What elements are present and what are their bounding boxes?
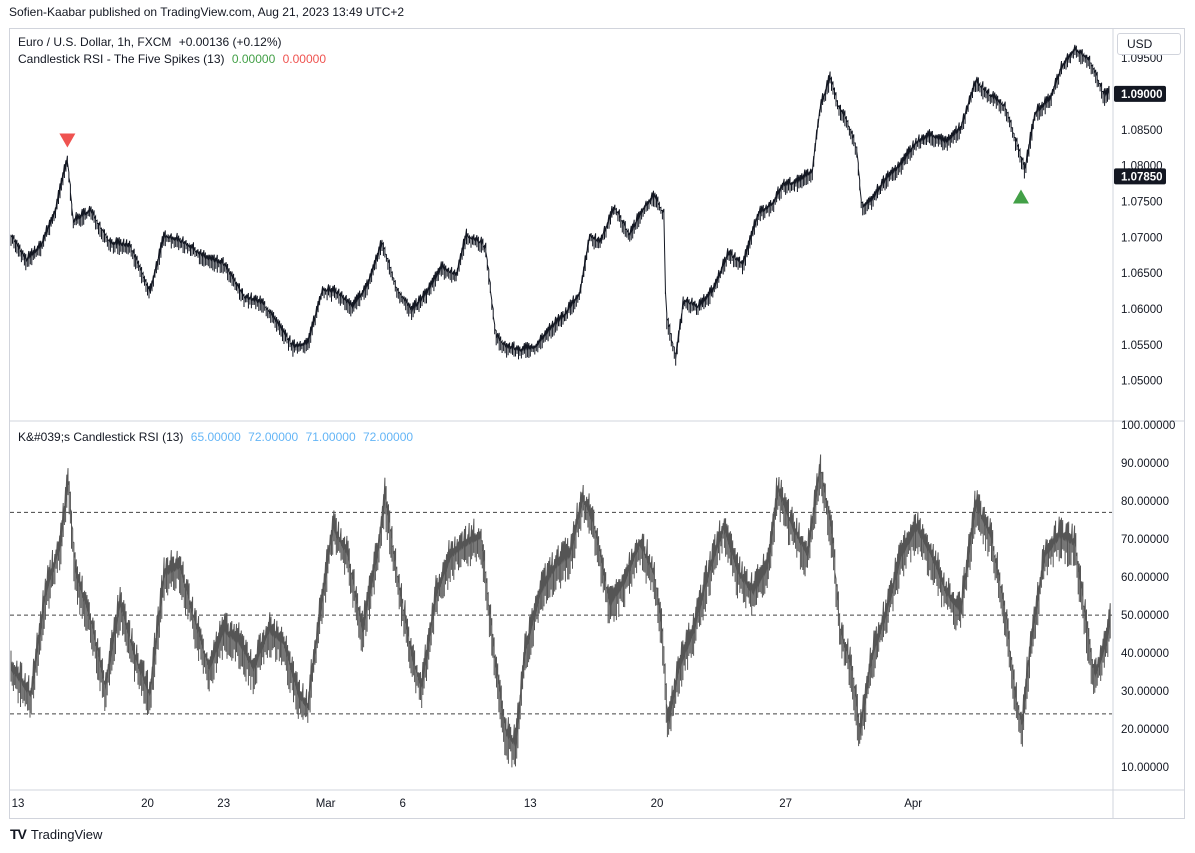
marker-price-tag-label: 1.07850: [1121, 171, 1163, 183]
time-axis-tick-label: 6: [399, 798, 405, 810]
indicator-value-green: 0.00000: [231, 52, 276, 66]
rsi-axis-tick-label: 100.00000: [1121, 420, 1175, 432]
rsi-value-2: 72.00000: [248, 430, 299, 444]
last-price-tag-label: 1.09000: [1121, 89, 1163, 101]
price-axis-tick-label: 1.05000: [1121, 376, 1163, 388]
tradingview-logo-icon: TV: [10, 826, 27, 842]
price-axis-tick-label: 1.08500: [1121, 125, 1163, 137]
buy-signal-marker[interactable]: [1012, 189, 1029, 204]
main-legend-row2[interactable]: Candlestick RSI - The Five Spikes (13) 0…: [18, 52, 330, 66]
currency-button[interactable]: USD: [1117, 33, 1181, 55]
rsi-series-line[interactable]: [10, 454, 1111, 768]
rsi-legend[interactable]: K&#039;s Candlestick RSI (13) 65.00000 7…: [18, 430, 417, 444]
published-caption: Sofien-Kaabar published on TradingView.c…: [9, 5, 405, 19]
main-legend-row1[interactable]: Euro / U.S. Dollar, 1h, FXCM +0.00136 (+…: [18, 35, 285, 49]
tradingview-footer[interactable]: TV TradingView: [10, 826, 102, 842]
rsi-axis-tick-label: 40.00000: [1121, 648, 1169, 660]
time-axis-tick-label: 20: [141, 798, 154, 810]
rsi-title[interactable]: K&#039;s Candlestick RSI (13): [18, 430, 184, 444]
rsi-value-1: 65.00000: [190, 430, 241, 444]
sell-signal-marker[interactable]: [59, 133, 76, 148]
time-axis-tick-label: 20: [651, 798, 664, 810]
rsi-axis-tick-label: 50.00000: [1121, 610, 1169, 622]
time-axis-tick-label: 27: [779, 798, 792, 810]
rsi-value-4: 72.00000: [362, 430, 414, 444]
price-change: +0.00136 (+0.12%): [178, 35, 282, 49]
symbol-title[interactable]: Euro / U.S. Dollar, 1h, FXCM: [18, 35, 172, 49]
indicator-value-red: 0.00000: [282, 52, 326, 66]
price-axis-tick-label: 1.07000: [1121, 232, 1163, 244]
last-price-tag: [1114, 85, 1166, 102]
chart-frame: [9, 28, 1185, 819]
time-axis-tick-label: Apr: [904, 798, 922, 810]
price-axis-tick-label: 1.06500: [1121, 268, 1163, 280]
time-axis-tick-label: 13: [524, 798, 537, 810]
price-series-line[interactable]: [10, 44, 1110, 366]
rsi-value-3: 71.00000: [305, 430, 356, 444]
indicator-title[interactable]: Candlestick RSI - The Five Spikes (13): [18, 52, 225, 66]
time-axis-tick-label: 23: [217, 798, 230, 810]
rsi-pane[interactable]: [10, 454, 1112, 768]
rsi-axis-tick-label: 90.00000: [1121, 458, 1169, 470]
time-axis-tick-label: 13: [12, 798, 25, 810]
price-axis-tick-label: 1.09500: [1121, 53, 1163, 65]
rsi-axis-tick-label: 80.00000: [1121, 496, 1169, 508]
price-axis-tick-label: 1.06000: [1121, 304, 1163, 316]
price-axis-tick-label: 1.05500: [1121, 340, 1163, 352]
rsi-axis-tick-label: 30.00000: [1121, 686, 1169, 698]
price-pane[interactable]: [10, 44, 1110, 366]
time-axis-tick-label: Mar: [316, 798, 336, 810]
tradingview-brand[interactable]: TradingView: [30, 826, 103, 842]
marker-price-tag: [1114, 168, 1166, 185]
rsi-axis-tick-label: 70.00000: [1121, 534, 1169, 546]
axes: 1.05000 1.05500 1.06000 1.06500 1.07000 1.075…: [12, 53, 1176, 810]
price-axis-tick-label: 1.07500: [1121, 197, 1163, 209]
rsi-axis-tick-label: 60.00000: [1121, 572, 1169, 584]
rsi-axis-tick-label: 10.00000: [1121, 762, 1169, 774]
rsi-axis-tick-label: 20.00000: [1121, 724, 1169, 736]
